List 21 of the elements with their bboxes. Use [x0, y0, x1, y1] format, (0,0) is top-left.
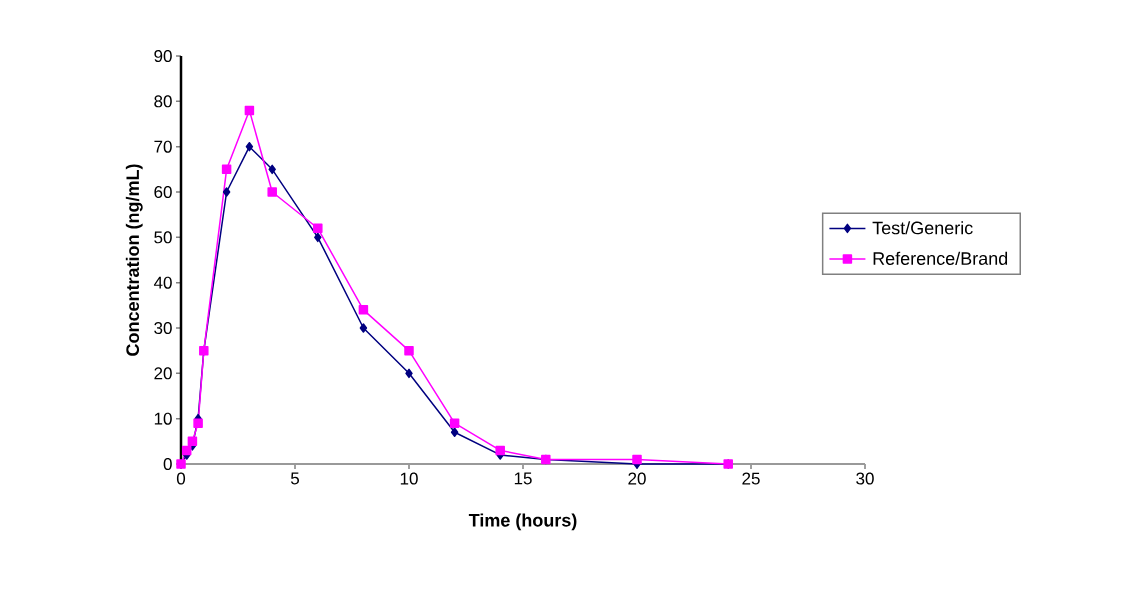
y-tick-label: 70: [154, 140, 172, 153]
legend-label: Reference/Brand: [873, 251, 1008, 265]
x-tick-label: 25: [742, 472, 760, 485]
y-tick-label: 10: [154, 412, 172, 425]
x-tick-label: 15: [514, 472, 532, 485]
x-tick-label: 20: [628, 472, 646, 485]
y-tick-label: 60: [154, 185, 172, 199]
x-tick-label: 30: [856, 472, 874, 485]
y-axis-title: Concentration (ng/mL): [125, 164, 143, 356]
y-tick-label: 0: [163, 457, 172, 471]
y-tick-label: 80: [154, 95, 172, 108]
y-tick-label: 50: [154, 231, 172, 244]
legend-label: Test/Generic: [872, 221, 973, 235]
x-tick-label: 5: [290, 472, 300, 485]
x-tick-label: 0: [176, 472, 186, 485]
y-tick-label: 30: [154, 321, 172, 335]
x-axis-title: Time (hours): [468, 513, 577, 531]
y-tick-label: 20: [154, 367, 172, 380]
y-tick-label: 40: [153, 276, 172, 289]
x-tick-label: 10: [400, 472, 418, 485]
y-tick-label: 90: [154, 49, 172, 63]
